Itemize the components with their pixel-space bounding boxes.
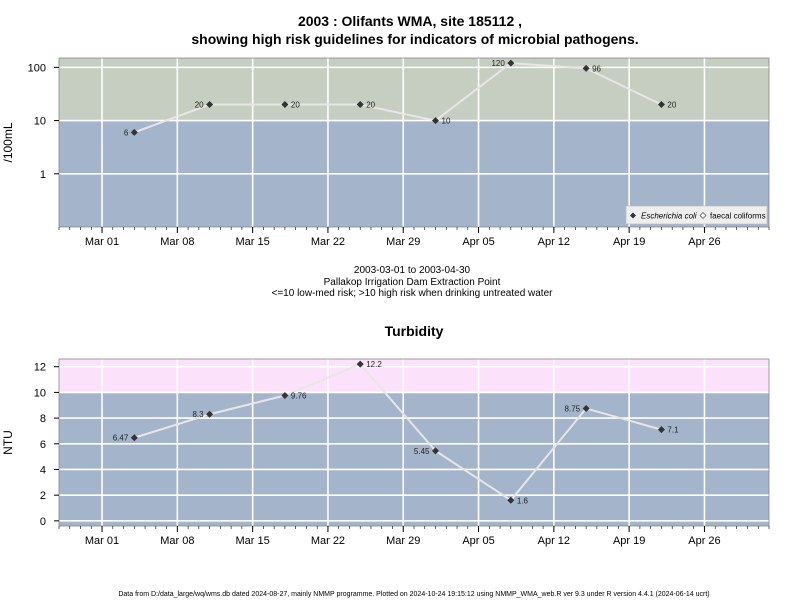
chart1-title: 2003 : Olifants WMA, site 185112 , (298, 13, 522, 29)
turbidity-data-label: 8.75 (565, 404, 581, 413)
ecoli-data-label: 96 (592, 64, 601, 73)
ecoli-y-tick-label: 1 (40, 169, 46, 181)
caption-site-name: Pallakop Irrigation Dam Extraction Point (324, 277, 501, 288)
turbidity-data-point (432, 447, 440, 455)
turbidity-data-point (507, 496, 515, 504)
turbidity-x-tick-label: Apr 05 (462, 535, 494, 547)
ecoli-data-point (206, 101, 214, 109)
legend-ecoli-marker (630, 212, 636, 219)
ecoli-x-tick-label: Mar 01 (85, 236, 119, 248)
ecoli-data-label: 20 (195, 101, 204, 110)
ecoli-data-label: 10 (442, 117, 451, 126)
legend-ecoli-label: Escherichia coli (641, 212, 697, 221)
ecoli-data-point (507, 59, 515, 67)
turbidity-x-tick-label: Mar 01 (85, 535, 119, 547)
ecoli-data-point (356, 101, 364, 109)
turbidity-data-label: 9.76 (291, 391, 307, 400)
ecoli-x-tick-label: Mar 29 (386, 236, 420, 248)
ecoli-y-tick-label: 10 (34, 116, 46, 128)
ecoli-data-label: 20 (291, 101, 300, 110)
turbidity-x-tick-label: Apr 26 (688, 535, 720, 547)
ecoli-data-label: 6 (124, 128, 129, 137)
chart2-title: Turbidity (385, 323, 444, 339)
ecoli-data-point (281, 101, 289, 109)
turbidity-data-point (206, 410, 214, 418)
turbidity-data-point (130, 434, 138, 442)
turbidity-series-line (134, 362, 662, 502)
caption-date-range: 2003-03-01 to 2003-04-30 (354, 265, 471, 276)
legend: Escherichia coli faecal coliforms (625, 205, 768, 225)
turbidity-y-axis-label: NTU (1, 430, 15, 455)
ecoli-data-label: 20 (366, 101, 375, 110)
turbidity-data-point (356, 360, 364, 368)
turbidity-y-tick-label: 4 (40, 464, 46, 476)
footer-note: Data from D:/data_large/wq/wms.db dated … (118, 591, 709, 598)
turbidity-data-label: 7.1 (667, 426, 679, 435)
ecoli-y-tick-label: 100 (28, 62, 46, 74)
turbidity-y-tick-label: 2 (40, 490, 46, 502)
turbidity-data-label: 8.3 (192, 410, 204, 419)
turbidity-x-tick-label: Mar 08 (160, 535, 194, 547)
turbidity-y-tick-label: 8 (40, 413, 46, 425)
ecoli-series-line (133, 62, 662, 134)
turbidity-y-tick-label: 6 (40, 439, 46, 451)
ecoli-data-label: 120 (491, 59, 505, 68)
ecoli-x-tick-label: Mar 15 (236, 236, 270, 248)
legend-faecal-marker (699, 212, 707, 219)
turbidity-data-point (657, 426, 665, 434)
ecoli-data-point (657, 101, 665, 109)
turbidity-y-tick-label: 0 (40, 516, 46, 528)
turbidity-x-tick-label: Mar 15 (236, 535, 270, 547)
chart1-subtitle: showing high risk guidelines for indicat… (191, 31, 638, 47)
turbidity-y-tick-label: 10 (34, 387, 46, 399)
turbidity-data-label: 5.45 (414, 447, 430, 456)
turbidity-data-point (281, 391, 289, 399)
turbidity-risk-band (59, 392, 769, 526)
ecoli-plot: Mar 01 Mar 08 Mar 15 Mar 22 Mar 29 Apr 05 Apr … (1, 57, 770, 248)
ecoli-x-tick-label: Apr 26 (688, 236, 720, 248)
turbidity-risk-band (59, 359, 769, 393)
turbidity-data-label: 12.2 (366, 360, 382, 369)
ecoli-x-tick-label: Apr 05 (462, 236, 494, 248)
ecoli-data-label: 20 (667, 101, 676, 110)
turbidity-x-tick-label: Mar 22 (311, 535, 345, 547)
turbidity-plot: Mar 01 Mar 08 Mar 15 Mar 22 Mar 29 Apr 05 Apr … (1, 358, 770, 547)
legend-faecal-label: faecal coliforms (710, 212, 766, 221)
ecoli-x-tick-label: Mar 22 (311, 236, 345, 248)
legend-box (625, 205, 768, 225)
turbidity-data-label: 6.47 (113, 434, 129, 443)
ecoli-x-tick-label: Mar 08 (160, 236, 194, 248)
ecoli-y-axis-label: /100mL (1, 122, 15, 162)
ecoli-data-point (432, 117, 440, 125)
turbidity-x-tick-label: Mar 29 (386, 535, 420, 547)
ecoli-data-point (582, 64, 590, 72)
turbidity-data-label: 1.6 (517, 496, 529, 505)
ecoli-x-tick-label: Apr 19 (613, 236, 645, 248)
ecoli-data-point (130, 128, 138, 136)
ecoli-x-tick-label: Apr 12 (538, 236, 570, 248)
turbidity-y-tick-label: 12 (34, 362, 46, 374)
caption-risk-note: <=10 low-med risk; >10 high risk when dr… (272, 288, 554, 299)
turbidity-data-point (582, 404, 590, 412)
turbidity-x-tick-label: Apr 19 (613, 535, 645, 547)
turbidity-x-tick-label: Apr 12 (538, 535, 570, 547)
